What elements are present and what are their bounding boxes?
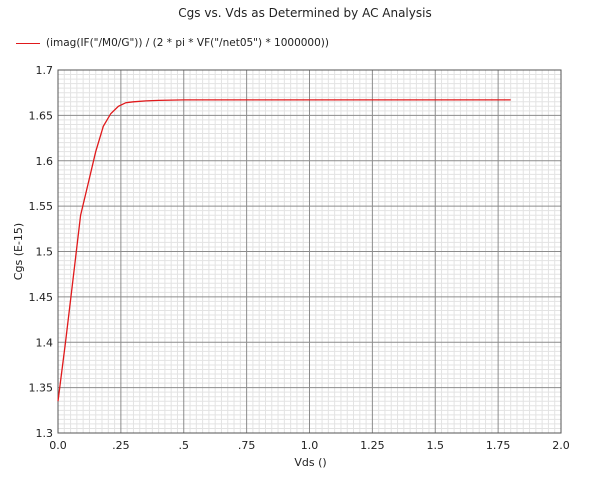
plot-frame — [57, 69, 562, 434]
x-axis-label: Vds () — [294, 456, 326, 469]
y-tick-label: 1.3 — [36, 427, 54, 440]
y-tick-label: 1.5 — [36, 246, 54, 259]
y-axis-label: Cgs (E-15) — [12, 223, 25, 280]
x-tick-label: 1.25 — [360, 439, 385, 452]
x-tick-label: 1.75 — [486, 439, 511, 452]
x-tick-label: 2.0 — [552, 439, 570, 452]
y-tick-label: 1.55 — [29, 200, 54, 213]
legend-swatch — [16, 42, 40, 44]
y-tick-label: 1.4 — [36, 336, 54, 349]
series-line — [57, 99, 511, 402]
y-tick-label: 1.45 — [29, 291, 54, 304]
x-tick-label: .25 — [112, 439, 130, 452]
chart-title: Cgs vs. Vds as Determined by AC Analysis — [178, 6, 432, 20]
y-tick-label: 1.65 — [29, 109, 54, 122]
x-tick-label: .75 — [238, 439, 256, 452]
y-tick-label: 1.7 — [36, 64, 54, 77]
x-tick-label: .5 — [179, 439, 190, 452]
x-tick-label: 1.5 — [427, 439, 445, 452]
y-tick-label: 1.35 — [29, 382, 54, 395]
legend: (imag(IF("/M0/G")) / (2 * pi * VF("/net0… — [16, 37, 329, 49]
x-tick-label: 0.0 — [49, 439, 67, 452]
legend-label: (imag(IF("/M0/G")) / (2 * pi * VF("/net0… — [46, 37, 329, 49]
y-tick-label: 1.6 — [36, 155, 54, 168]
x-tick-label: 1.0 — [301, 439, 319, 452]
